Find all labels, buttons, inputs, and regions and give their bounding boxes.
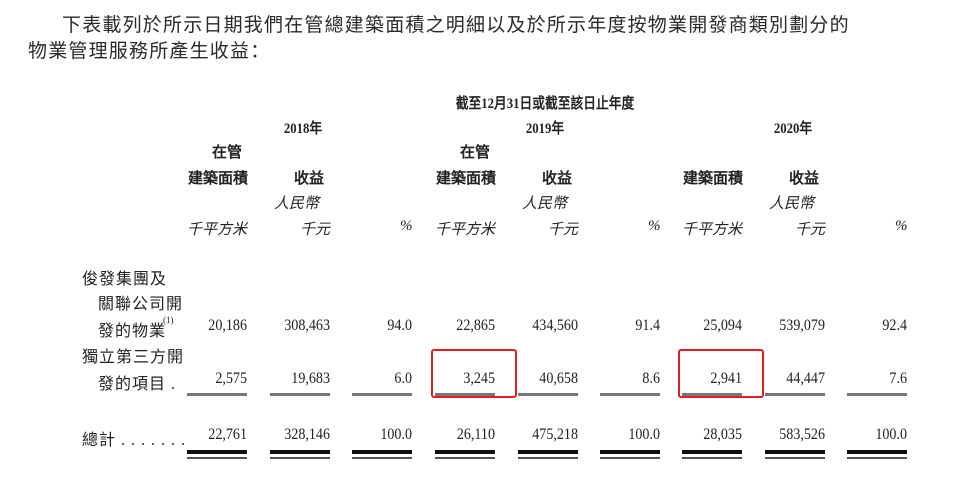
table-cell: 7.6 [889, 370, 907, 387]
unit-revenue: 千元 [795, 222, 826, 238]
total-double-underline [270, 450, 330, 454]
gfa-top-header: 在管 [211, 145, 242, 161]
subtotal-underline [352, 393, 412, 396]
total-cell: 328,146 [284, 426, 330, 443]
table-cell: 94.0 [387, 317, 412, 334]
table-cell: 40,658 [539, 370, 578, 387]
subtotal-underline [435, 393, 495, 396]
footnote-marker: (1) [163, 315, 174, 325]
table-cell: 539,079 [779, 317, 825, 334]
unit-gfa: 千平方米 [435, 222, 496, 238]
subtotal-underline [847, 393, 907, 396]
table-cell: 44,447 [786, 370, 825, 387]
revenue-header: 收益 [789, 171, 820, 187]
unit-gfa: 千平方米 [187, 222, 248, 238]
total-label: 總計 . . . . . . . [82, 432, 187, 449]
period-header: 截至12月31日或截至該日止年度 [455, 96, 635, 112]
row-label-line: 發的物業 [98, 323, 167, 340]
table-cell: 19,683 [291, 370, 330, 387]
table-cell: 91.4 [635, 317, 660, 334]
row-label-line: 關聯公司開 [98, 296, 184, 313]
subtotal-underline [270, 393, 330, 396]
gfa-header: 建築面積 [435, 171, 496, 187]
total-cell: 100.0 [628, 426, 660, 443]
total-double-underline [847, 457, 907, 459]
gfa-top-header: 在管 [459, 145, 490, 161]
table-cell: 3,245 [463, 370, 495, 387]
table-cell: 2,575 [215, 370, 247, 387]
subtotal-underline [600, 393, 660, 396]
unit-revenue: 千元 [300, 222, 331, 238]
highlight-box [431, 349, 517, 398]
year-2018: 2018年 [283, 121, 323, 137]
total-double-underline [435, 450, 495, 454]
intro-line-1: 下表載列於所示日期我們在管總建築面積之明細以及於所示年度按物業開發商類別劃分的 [62, 15, 850, 36]
revenue-header: 收益 [294, 171, 325, 187]
total-double-underline [435, 457, 495, 459]
unit-percent: % [400, 218, 413, 234]
unit-percent: % [648, 218, 661, 234]
unit-revenue: 千元 [548, 222, 579, 238]
total-cell: 475,218 [532, 426, 578, 443]
table-cell: 308,463 [284, 317, 330, 334]
total-double-underline [682, 457, 742, 459]
total-cell: 583,526 [779, 426, 825, 443]
table-cell: 2,941 [710, 370, 742, 387]
total-cell: 22,761 [208, 426, 247, 443]
unit-percent: % [895, 218, 908, 234]
total-cell: 100.0 [380, 426, 412, 443]
total-double-underline [600, 457, 660, 459]
subtotal-underline [765, 393, 825, 396]
total-double-underline [518, 450, 578, 454]
unit-gfa: 千平方米 [682, 222, 743, 238]
total-double-underline [600, 450, 660, 454]
total-double-underline [847, 450, 907, 454]
total-double-underline [765, 457, 825, 459]
year-2020: 2020年 [773, 121, 813, 137]
revenue-header: 收益 [542, 171, 573, 187]
total-double-underline [270, 457, 330, 459]
table-cell: 434,560 [532, 317, 578, 334]
row-label-line: 發的項目 . [98, 376, 177, 393]
total-double-underline [352, 450, 412, 454]
row-label-line: 俊發集團及 [82, 271, 168, 288]
subtotal-underline [187, 393, 247, 396]
highlight-box [678, 349, 764, 398]
gfa-header: 建築面積 [187, 171, 248, 187]
table-cell: 8.6 [642, 370, 660, 387]
total-double-underline [518, 457, 578, 459]
total-cell: 28,035 [703, 426, 742, 443]
subtotal-underline [518, 393, 578, 396]
year-2019: 2019年 [525, 121, 565, 137]
total-double-underline [765, 450, 825, 454]
row-label-line: 獨立第三方開 [82, 349, 185, 366]
table-cell: 22,865 [456, 317, 495, 334]
currency-header: 人民幣 [522, 196, 568, 212]
total-double-underline [187, 450, 247, 454]
intro-line-2: 物業管理服務所產生收益： [28, 41, 271, 62]
total-cell: 100.0 [875, 426, 907, 443]
currency-header: 人民幣 [274, 196, 320, 212]
subtotal-underline [682, 393, 742, 396]
table-cell: 20,186 [208, 317, 247, 334]
table-cell: 6.0 [394, 370, 412, 387]
total-cell: 26,110 [456, 426, 495, 443]
currency-header: 人民幣 [769, 196, 815, 212]
table-cell: 92.4 [882, 317, 907, 334]
total-double-underline [682, 450, 742, 454]
total-double-underline [352, 457, 412, 459]
gfa-header: 建築面積 [682, 171, 743, 187]
table-cell: 25,094 [703, 317, 742, 334]
total-double-underline [187, 457, 247, 459]
